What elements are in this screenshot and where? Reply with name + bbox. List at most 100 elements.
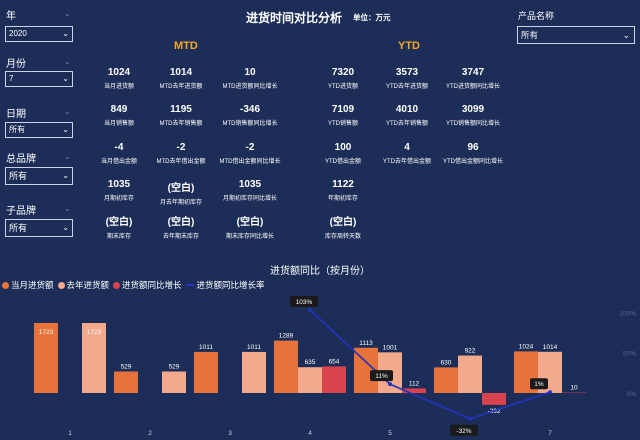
rate-label: -32% [456,428,471,435]
rate-label-bg [450,424,478,436]
x-tick-label: 2 [148,430,152,437]
year-filter-label: 年 [6,11,16,22]
legend-label: 进货额同比增长 [122,280,182,290]
chart-bar [162,371,186,393]
x-tick-label: 4 [308,430,312,437]
page-title: 进货时间对比分析 [246,11,343,25]
chevron-down-icon[interactable]: ⌄ [64,107,71,116]
kpi-label: MTD进货额同比增长 [222,84,278,90]
month-filter-label: 月份 [6,59,26,70]
kpi-value: 4010 [395,104,419,115]
kpi-label: MTD去年进货额 [159,84,203,90]
kpi-value: 1195 [170,104,192,115]
bar-value-label: 112 [409,380,420,387]
growth-rate-point [548,390,552,395]
legend-label: 当月进货额 [11,280,54,290]
product-filter-label: 产品名称 [518,11,555,21]
date-dropdown[interactable]: 所有 ⌄ [5,122,73,138]
legend-label: 进货额同比增长率 [196,280,265,290]
kpi-value: 7320 [331,67,355,78]
bar-value-label: 10 [570,385,578,392]
chart-title: 进货额同比（按月份） [270,266,370,277]
chart-bar [458,355,482,393]
rate-label-bg [370,370,393,382]
subbrand-filter-label: 子品牌 [6,206,36,217]
ytd-kpi-card: 96 YTD借出金额同比增长 [428,142,518,165]
brand-dropdown-value: 所有 [9,171,28,181]
kpi-label: 当月进货额 [103,84,134,90]
date-dropdown-value: 所有 [9,125,25,134]
ytd-heading: YTD [398,40,420,52]
chevron-down-icon[interactable]: ⌄ [64,9,71,18]
kpi-value: 10 [244,67,256,78]
ytd-kpi-card: 3573 YTD去年进货额 [362,67,452,90]
kpi-value: 3573 [395,67,419,78]
product-dropdown[interactable]: 所有 ⌄ [517,26,635,44]
ytd-kpi-card: 4010 YTD去年销售额 [362,104,452,127]
kpi-label: 月期初库存同比增长 [222,196,277,202]
bar-value-label: 1289 [279,333,294,340]
subbrand-dropdown-value: 所有 [9,223,28,233]
mtd-heading: MTD [174,40,198,52]
product-dropdown-value: 所有 [521,30,539,40]
kpi-label: 年期初库存 [327,196,358,202]
right-axis-tick-label: 0% [627,391,637,398]
kpi-value: 100 [334,142,352,153]
kpi-value: (空白) [167,217,195,228]
chevron-down-icon[interactable]: ⌄ [64,152,71,161]
year-dropdown[interactable]: 2020 ⌄ [5,26,73,42]
kpi-value: 3747 [461,67,485,78]
kpi-label: 当月借出金额 [100,159,137,165]
kpi-value: 849 [110,104,128,115]
monthly-purchase-chart: 100% 50% 0% 1723 1723 1 529 529 2 1011 1011 3 1289 63… [34,296,637,437]
legend-item[interactable]: 当月进货额 [2,279,54,291]
kpi-label: MTD借出金额同比增长 [219,159,281,165]
legend-item[interactable]: 进货额同比增长 [113,279,182,291]
ytd-kpi-card: 4 YTD去年借出金额 [362,142,452,165]
chevron-down-icon: ⌄ [62,171,69,180]
mtd-kpi-card: -346 MTD销售额同比增长 [205,104,295,127]
kpi-value: 1122 [332,179,354,190]
chevron-down-icon[interactable]: ⌄ [64,204,71,213]
kpi-value: 1035 [107,179,131,190]
chart-bar [114,371,138,393]
bar-value-label: 1011 [199,344,213,351]
kpi-label: MTD去年借出金额 [156,159,206,165]
chart-bar [402,388,426,393]
growth-rate-point [468,416,472,421]
kpi-value: (空白) [105,217,133,228]
kpi-value: (空白) [167,183,195,194]
kpi-label: 库存周转天数 [324,234,361,240]
right-axis-tick-label: 100% [619,310,636,317]
rate-label-bg [290,296,318,307]
chart-legend[interactable]: 当月进货额 去年进货额 进货额同比增长 进货额同比增长率 [2,279,269,291]
brand-dropdown[interactable]: 所有 ⌄ [5,167,73,185]
kpi-value: -346 [239,104,260,115]
kpi-value: -4 [114,142,124,153]
kpi-label: YTD进货额同比增长 [445,84,500,90]
bar-value-label: 635 [305,359,316,366]
mtd-kpi-card: (空白) 期末库存 [74,213,164,240]
chevron-down-icon[interactable]: ⌄ [64,57,71,66]
x-tick-label: 3 [228,430,232,437]
bar-value-label: 1011 [247,344,261,351]
kpi-value: 4 [404,142,410,153]
legend-item[interactable]: 去年进货额 [57,279,109,291]
kpi-label: YTD销售额同比增长 [445,121,500,127]
mtd-kpi-card: 1195 MTD去年销售额 [136,104,226,127]
kpi-label: 期末库存 [106,234,131,240]
subbrand-dropdown[interactable]: 所有 ⌄ [5,219,73,237]
mtd-kpi-card: (空白) 月去年期初库存 [136,179,226,206]
mtd-kpi-card: -4 当月借出金额 [74,142,164,165]
ytd-kpi-card: 7320 YTD进货额 [298,67,388,90]
kpi-value: 96 [467,142,479,153]
mtd-kpi-card: (空白) 去年期末库存 [136,213,226,240]
bar-value-label: 529 [121,364,132,371]
kpi-label: 月去年期初库存 [159,200,202,206]
kpi-label: YTD去年销售额 [385,121,428,127]
kpi-value: 7109 [331,104,355,115]
month-dropdown[interactable]: 7 ⌄ [5,71,73,87]
legend-item[interactable]: 进货额同比增长率 [185,279,265,291]
unit-label: 单位：万元 [353,13,391,22]
rate-label-bg [530,378,548,390]
